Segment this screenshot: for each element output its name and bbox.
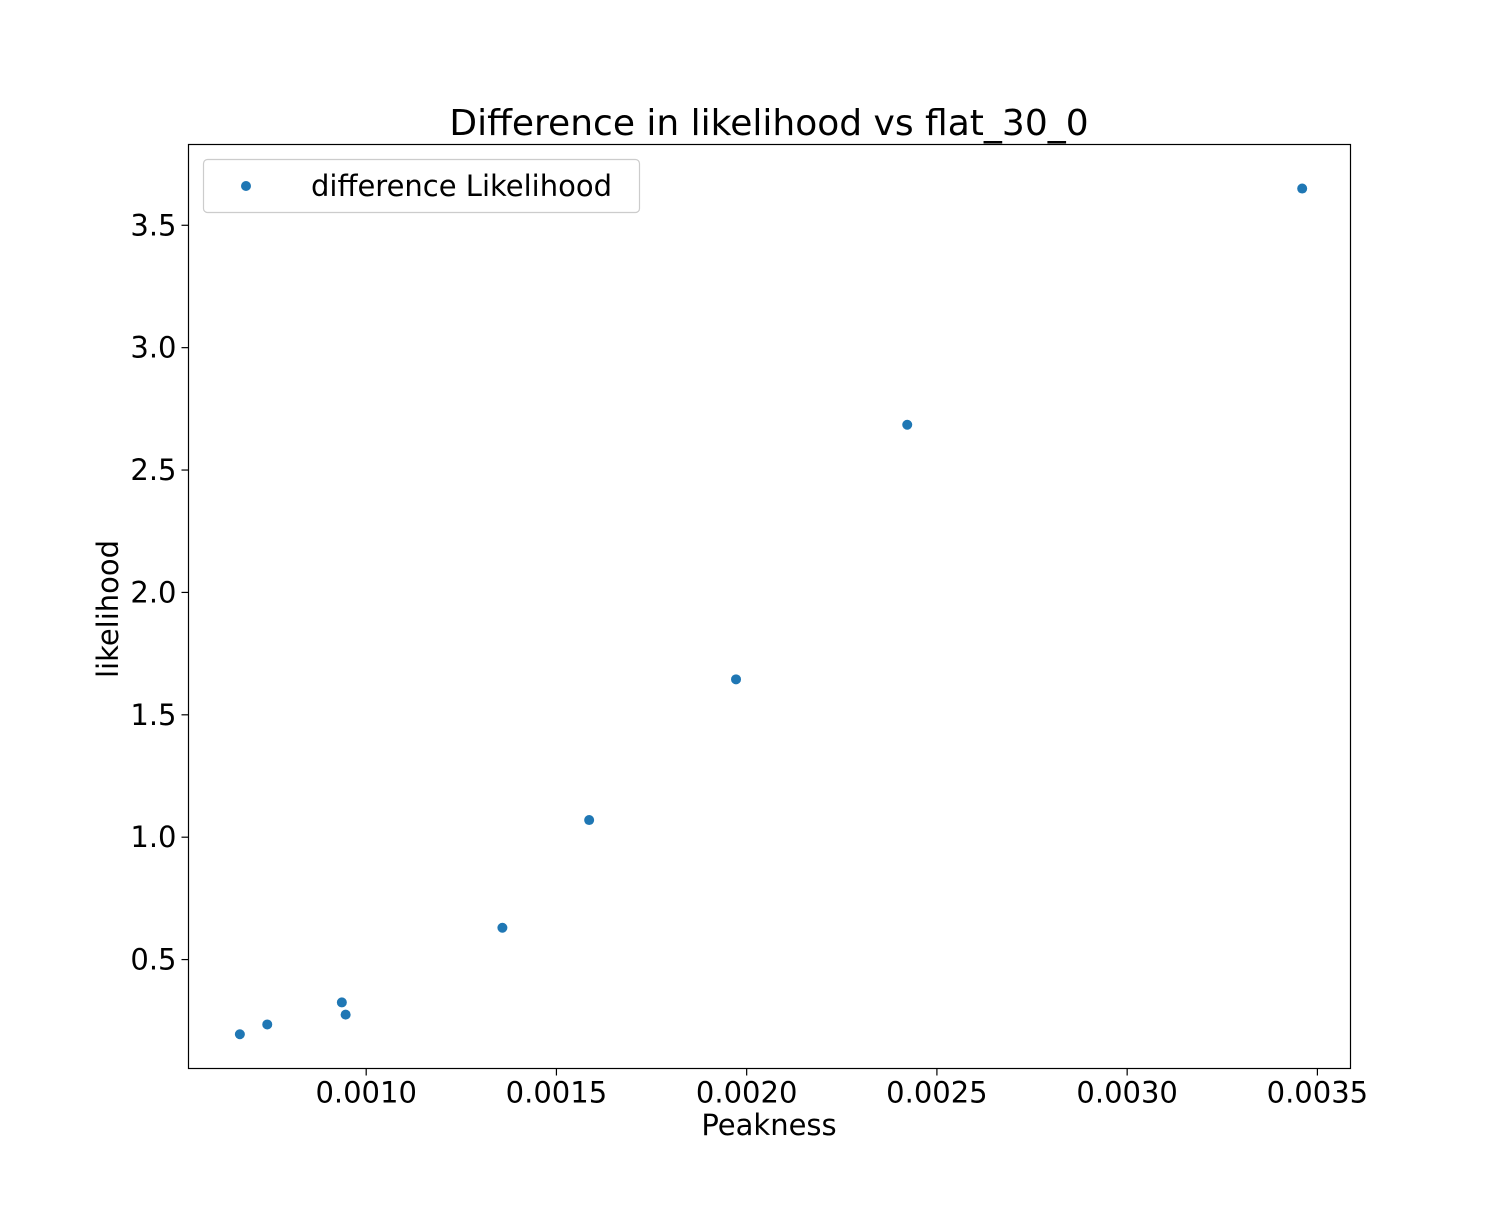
legend-box xyxy=(202,158,641,214)
data-point xyxy=(262,1019,273,1030)
marks-layer xyxy=(234,183,1308,1040)
y-tick-label: 2.5 xyxy=(130,453,176,487)
data-point xyxy=(1297,183,1308,194)
legend-label: difference Likelihood xyxy=(311,169,612,203)
data-point xyxy=(584,815,595,826)
plot-frame xyxy=(187,143,1352,1070)
x-axis: 0.0010 0.0015 0.0020 0.0025 0.0030 0.0035 xyxy=(315,1068,1368,1110)
x-tick-label: 0.0015 xyxy=(506,1076,607,1110)
y-axis: 0.5 1.0 1.5 2.0 2.5 3.0 3.5 xyxy=(130,208,189,977)
y-tick-label: 2.0 xyxy=(130,575,176,609)
data-point xyxy=(336,997,347,1008)
chart-title: Difference in likelihood vs flat_30_0 xyxy=(449,103,1088,144)
y-tick-label: 0.5 xyxy=(130,943,176,977)
x-tick-label: 0.0030 xyxy=(1076,1076,1177,1110)
data-point xyxy=(731,674,742,685)
x-tick-label: 0.0025 xyxy=(886,1076,987,1110)
data-point xyxy=(497,922,508,933)
x-tick-label: 0.0020 xyxy=(696,1076,797,1110)
data-point xyxy=(234,1029,245,1040)
data-point xyxy=(902,419,913,430)
y-tick-label: 1.5 xyxy=(130,698,176,732)
y-tick-label: 1.0 xyxy=(130,820,176,854)
x-tick-label: 0.0035 xyxy=(1267,1076,1368,1110)
x-tick-label: 0.0010 xyxy=(315,1076,416,1110)
y-tick-label: 3.5 xyxy=(130,208,176,242)
y-axis-label: likelihood xyxy=(91,540,125,678)
y-tick-label: 3.0 xyxy=(130,331,176,365)
data-point xyxy=(340,1009,351,1020)
x-axis-label: Peakness xyxy=(701,1108,836,1142)
legend-marker xyxy=(241,181,251,191)
legend: difference Likelihood xyxy=(202,158,641,214)
